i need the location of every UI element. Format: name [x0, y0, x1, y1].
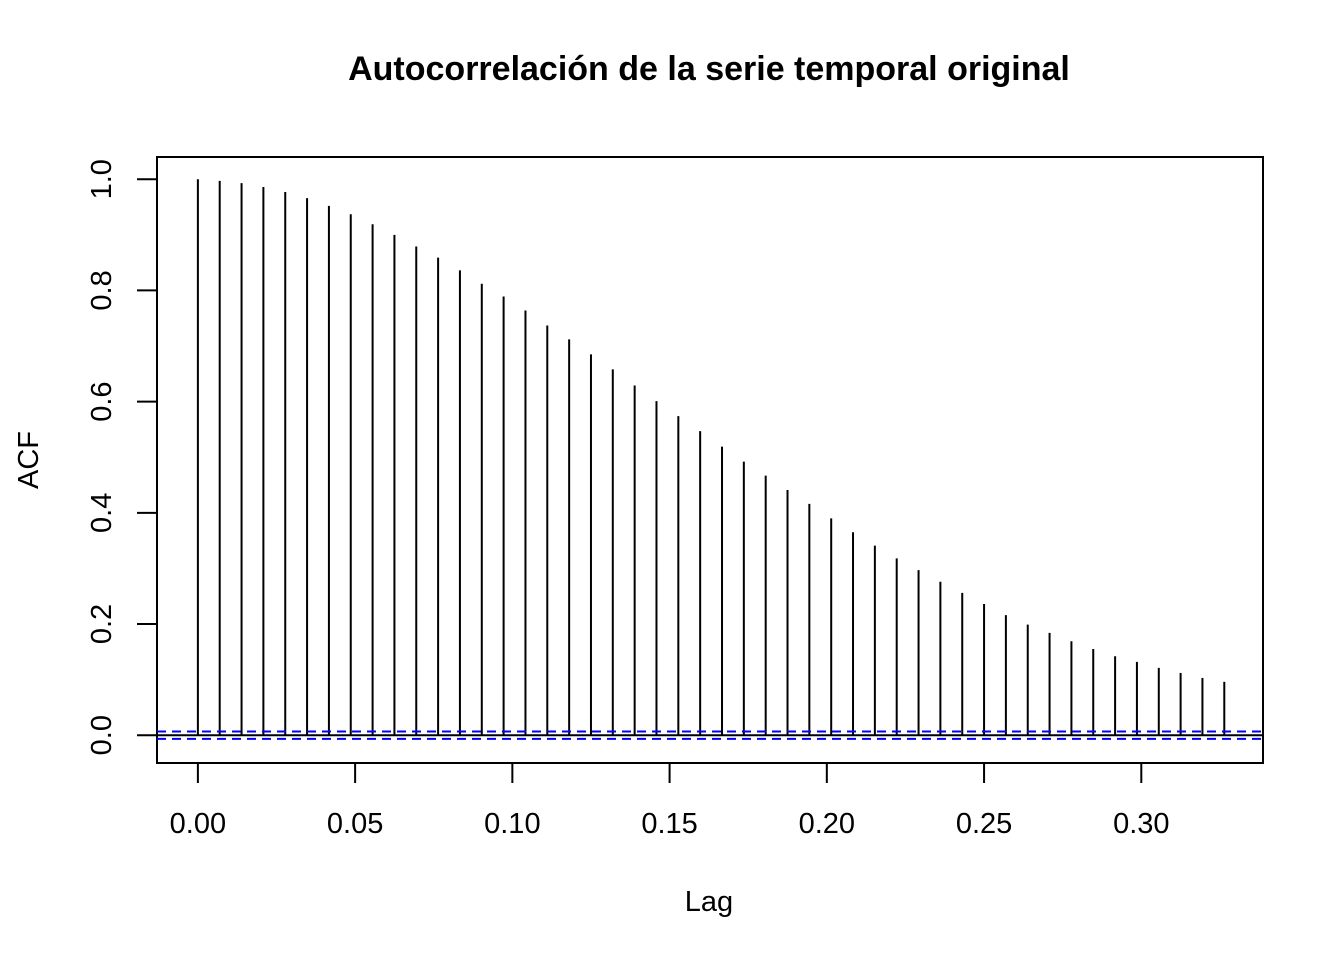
- y-axis: 0.0 0.2 0.4 0.6 0.8 1.0: [86, 159, 158, 755]
- y-tick-label: 0.2: [86, 604, 118, 644]
- x-axis-label: Lag: [685, 886, 733, 918]
- x-axis: 0.00 0.05 0.10 0.15 0.20 0.25 0.30: [170, 762, 1170, 840]
- y-tick-label: 0.8: [86, 270, 118, 310]
- y-axis-label: ACF: [13, 431, 45, 489]
- plot-frame: [156, 156, 1264, 764]
- x-tick-label: 0.00: [170, 808, 226, 840]
- x-tick-label: 0.05: [327, 808, 383, 840]
- y-tick-label: 0.4: [86, 493, 118, 533]
- y-tick-label: 0.0: [86, 715, 118, 755]
- x-tick-label: 0.10: [484, 808, 540, 840]
- x-tick-label: 0.20: [799, 808, 855, 840]
- reference-lines: [157, 730, 1263, 740]
- chart-title: Autocorrelación de la serie temporal ori…: [348, 50, 1070, 88]
- x-tick-label: 0.25: [956, 808, 1012, 840]
- y-tick-label: 0.6: [86, 381, 118, 421]
- x-tick-label: 0.30: [1113, 808, 1169, 840]
- acf-bars: [196, 179, 1226, 736]
- y-tick-label: 1.0: [86, 159, 118, 199]
- x-tick-label: 0.15: [641, 808, 697, 840]
